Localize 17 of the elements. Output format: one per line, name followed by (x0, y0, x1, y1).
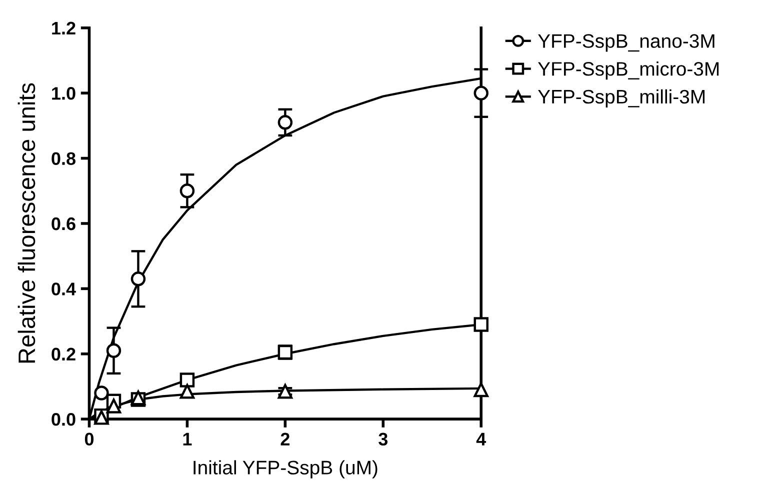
y-tick-label: 0.6 (52, 217, 76, 230)
legend-label: YFP-SspB_nano-3M (538, 34, 714, 52)
x-tick-label: 1 (183, 432, 192, 446)
y-tick-label: 0.8 (52, 152, 76, 165)
x-tick-label: 2 (280, 432, 290, 446)
y-tick-label: 1.2 (52, 22, 76, 34)
y-tick-label: 0.2 (52, 348, 76, 361)
x-tick-label: 0 (84, 432, 94, 446)
legend-label: YFP-SspB_micro-3M (538, 61, 719, 80)
y-tick-label: 0.4 (52, 282, 76, 296)
x-axis-title: Initial YFP-SspB (uM) (194, 460, 378, 478)
x-tick-label: 3 (378, 432, 388, 446)
y-axis-title: Relative fluorescence units (18, 83, 36, 363)
legend-label: YFP-SspB_milli-3M (538, 89, 705, 108)
y-tick-label: 1.0 (52, 87, 76, 100)
x-tick-label: 4 (476, 432, 486, 446)
y-tick-label: 0.0 (52, 413, 76, 426)
